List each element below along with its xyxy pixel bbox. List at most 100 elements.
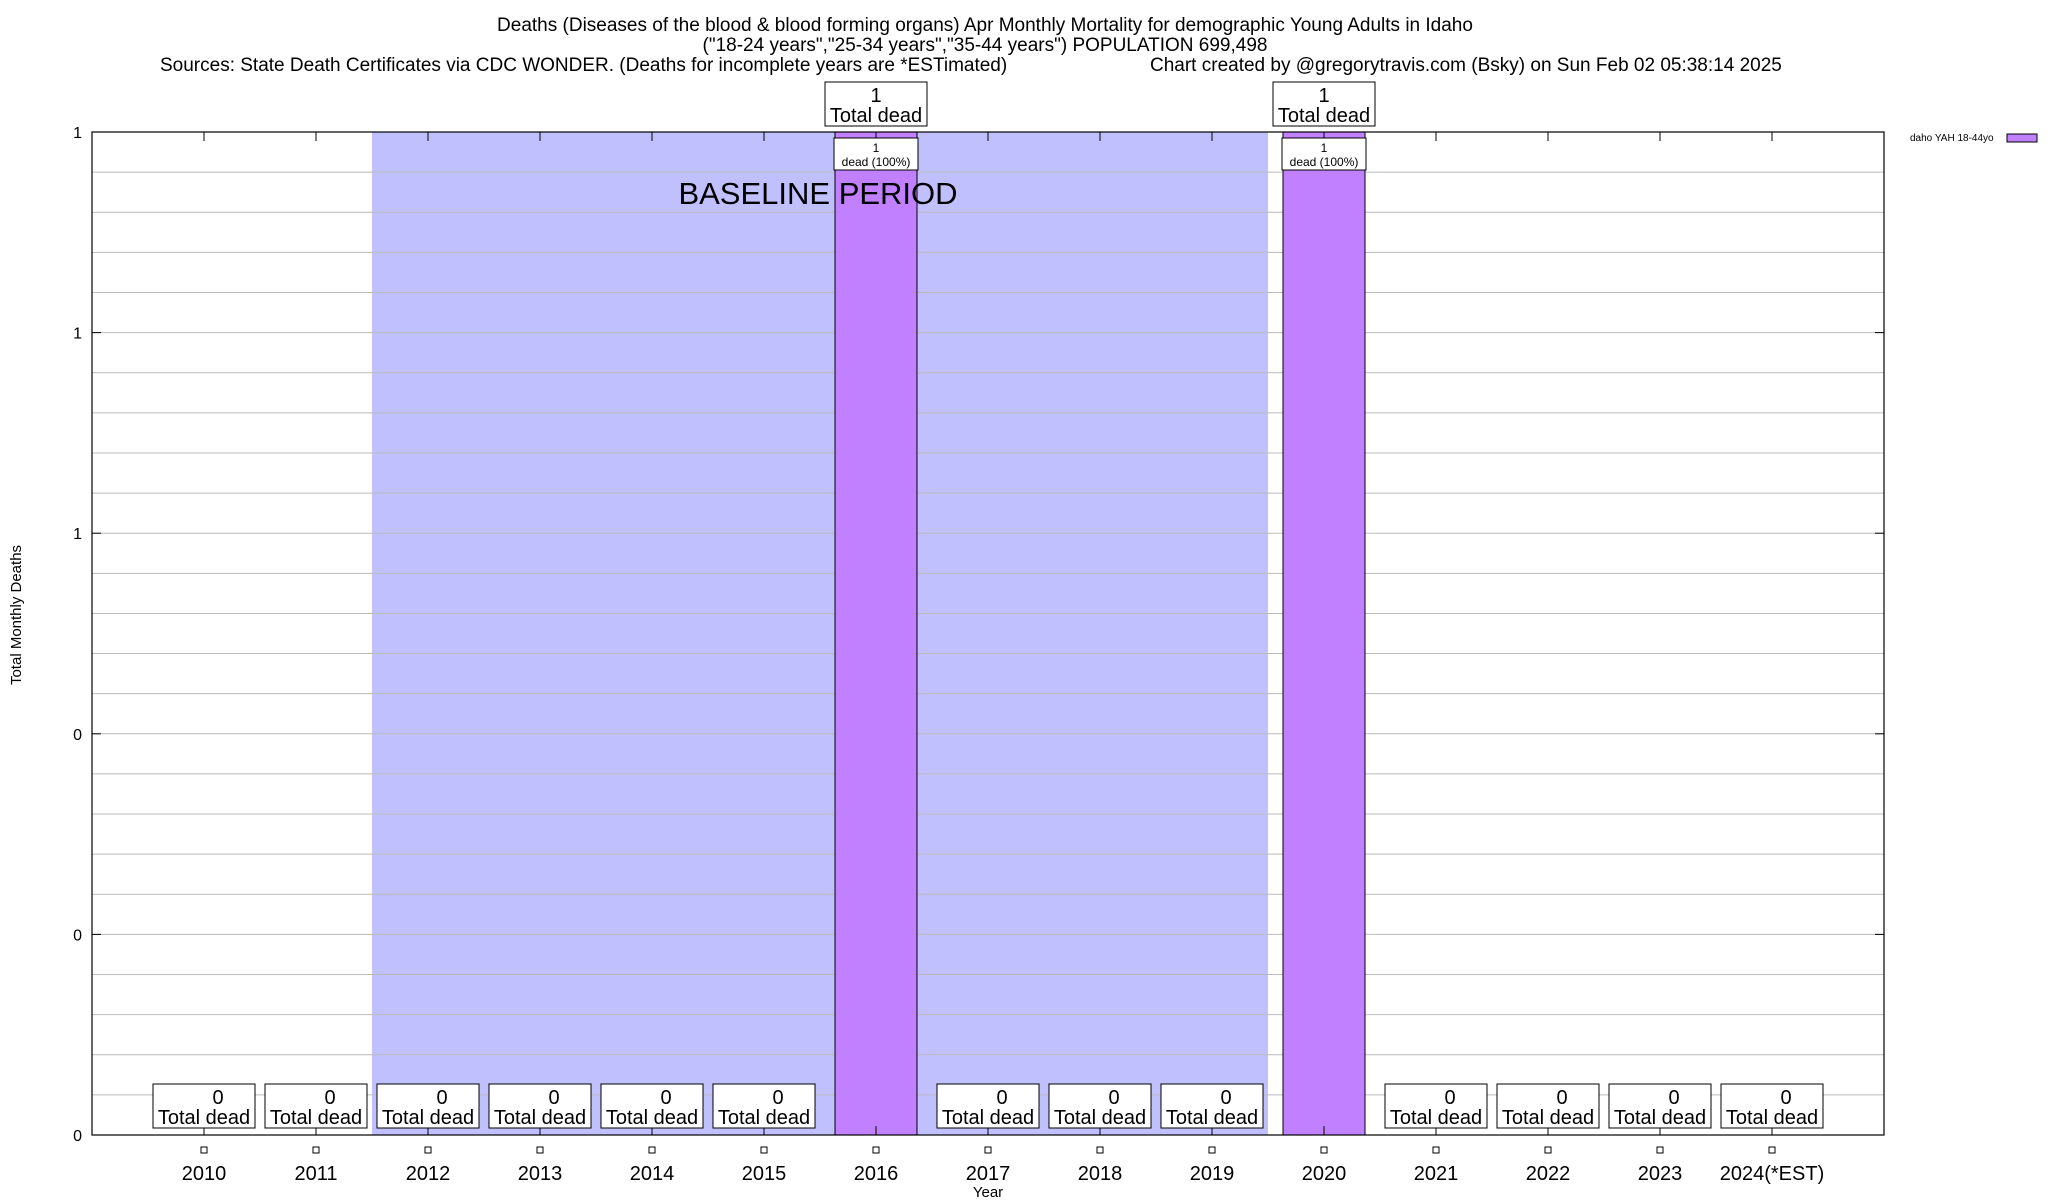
total-label-box [712, 1083, 816, 1129]
total-label-box [264, 1083, 368, 1129]
total-label-box [1384, 1083, 1488, 1129]
point-marker [200, 1146, 208, 1154]
x-tick-label: 2021 [1414, 1163, 1459, 1185]
point-marker [1432, 1146, 1440, 1154]
total-suffix: Total dead [1166, 1107, 1258, 1129]
bar-label-pct: dead (100%) [1290, 155, 1359, 169]
point-marker [1768, 1146, 1776, 1154]
point-marker [424, 1146, 432, 1154]
bar-label-box [833, 137, 919, 171]
total-suffix: Total dead [1390, 1107, 1482, 1129]
point-marker [760, 1146, 768, 1154]
total-count: 0 [436, 1087, 447, 1109]
total-count: 0 [996, 1087, 1007, 1109]
total-suffix: Total dead [942, 1107, 1034, 1129]
total-count: 0 [1780, 1087, 1791, 1109]
point-marker [872, 1146, 880, 1154]
total-count: 0 [1668, 1087, 1679, 1109]
bar-label-box [1281, 137, 1367, 171]
total-suffix: Total dead [1614, 1107, 1706, 1129]
baseline-shading [372, 132, 1268, 1135]
total-suffix: Total dead [1054, 1107, 1146, 1129]
total-suffix: Total dead [1502, 1107, 1594, 1129]
bar-label-count: 1 [1321, 141, 1328, 155]
y-tick-label: 1 [73, 125, 82, 142]
total-count: 0 [1444, 1087, 1455, 1109]
total-count: 0 [1108, 1087, 1119, 1109]
total-label-box [1272, 81, 1376, 127]
point-marker [648, 1146, 656, 1154]
total-label-box [824, 81, 928, 127]
total-label-box [1720, 1083, 1824, 1129]
point-marker [984, 1146, 992, 1154]
x-axis-label: Year [973, 1184, 1003, 1200]
point-marker [536, 1146, 544, 1154]
x-tick-label: 2011 [294, 1163, 337, 1185]
total-count: 1 [870, 85, 881, 107]
x-tick-label: 2016 [854, 1163, 899, 1185]
total-count: 0 [324, 1087, 335, 1109]
total-count: 0 [1220, 1087, 1231, 1109]
point-marker [1320, 1146, 1328, 1154]
x-tick-label: 2010 [182, 1163, 227, 1185]
total-suffix: Total dead [606, 1107, 698, 1129]
chart-credit: Chart created by @gregorytravis.com (Bsk… [1150, 55, 1782, 76]
total-count: 0 [548, 1087, 559, 1109]
point-marker [1208, 1146, 1216, 1154]
x-tick-label: 2017 [966, 1163, 1011, 1185]
total-count: 0 [212, 1087, 223, 1109]
total-count: 0 [660, 1087, 671, 1109]
point-marker [312, 1146, 320, 1154]
x-tick-label: 2024(*EST) [1720, 1163, 1825, 1185]
total-label-box [1160, 1083, 1264, 1129]
total-suffix: Total dead [1726, 1107, 1818, 1129]
total-suffix: Total dead [1278, 105, 1370, 127]
y-tick-label: 1 [73, 326, 82, 343]
total-suffix: Total dead [718, 1107, 810, 1129]
baseline-label: BASELINE PERIOD [678, 176, 957, 211]
legend-label: daho YAH 18-44yo [1910, 133, 1994, 144]
y-tick-label: 0 [73, 927, 82, 944]
total-count: 0 [772, 1087, 783, 1109]
y-axis-label: Total Monthly Deaths [8, 545, 25, 685]
total-label-box [936, 1083, 1040, 1129]
total-label-box [600, 1083, 704, 1129]
bar [1282, 131, 1366, 1136]
total-suffix: Total dead [494, 1107, 586, 1129]
total-label-box [152, 1083, 256, 1129]
x-tick-label: 2013 [518, 1163, 563, 1185]
x-tick-label: 2018 [1078, 1163, 1123, 1185]
total-label-box [376, 1083, 480, 1129]
x-tick-label: 2015 [742, 1163, 787, 1185]
x-tick-label: 2019 [1190, 1163, 1235, 1185]
y-tick-label: 0 [73, 727, 82, 744]
y-tick-label: 0 [73, 1128, 82, 1145]
legend-swatch [2006, 133, 2038, 143]
total-label-box [1048, 1083, 1152, 1129]
x-tick-label: 2012 [406, 1163, 451, 1185]
bar [834, 131, 918, 1136]
x-tick-label: 2020 [1302, 1163, 1347, 1185]
total-suffix: Total dead [270, 1107, 362, 1129]
total-count: 0 [1556, 1087, 1567, 1109]
x-tick-label: 2014 [630, 1163, 675, 1185]
y-tick-label: 1 [73, 526, 82, 543]
x-tick-label: 2023 [1638, 1163, 1683, 1185]
total-suffix: Total dead [830, 105, 922, 127]
total-suffix: Total dead [158, 1107, 250, 1129]
total-label-box [488, 1083, 592, 1129]
point-marker [1096, 1146, 1104, 1154]
total-suffix: Total dead [382, 1107, 474, 1129]
legend: daho YAH 18-44yo [1910, 133, 2038, 144]
total-label-box [1608, 1083, 1712, 1129]
x-tick-label: 2022 [1526, 1163, 1571, 1185]
point-marker [1544, 1146, 1552, 1154]
chart-title-line-2: ("18-24 years","25-34 years","35-44 year… [703, 35, 1268, 56]
chart-title-line-1: Deaths (Diseases of the blood & blood fo… [497, 15, 1473, 36]
chart-sources: Sources: State Death Certificates via CD… [160, 55, 1007, 76]
bar-label-pct: dead (100%) [842, 155, 911, 169]
point-marker [1656, 1146, 1664, 1154]
total-label-box [1496, 1083, 1600, 1129]
bar-label-count: 1 [873, 141, 880, 155]
